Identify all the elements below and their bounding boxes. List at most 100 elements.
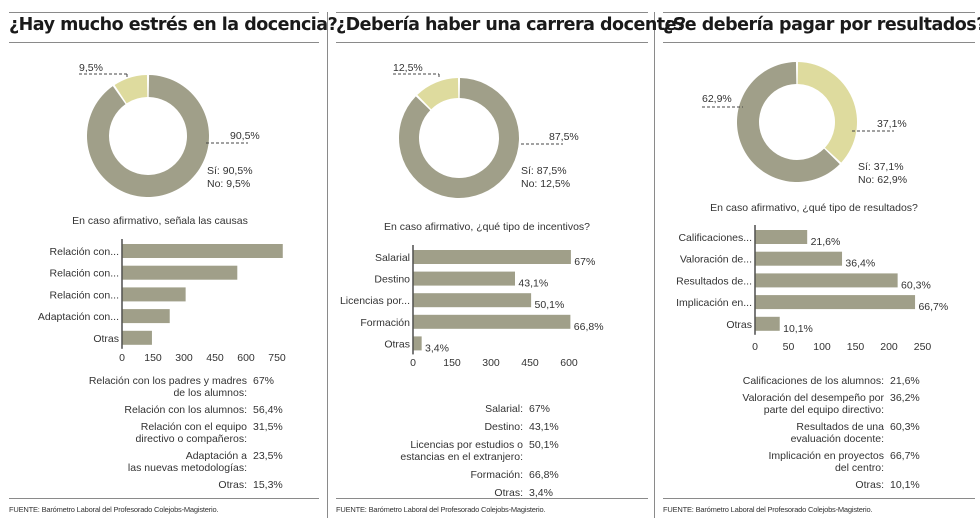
- bar-value-label: 21,6%: [811, 236, 841, 248]
- bar-value-label: 36,4%: [845, 258, 875, 270]
- donut-slice-si: [797, 62, 857, 163]
- x-tick-label: 0: [119, 352, 125, 364]
- bar: [413, 336, 422, 351]
- legend-si: Sí: 37,1%: [858, 161, 904, 173]
- bar-category-label: Otras: [93, 333, 119, 345]
- summary-label-line: evaluación docente:: [790, 433, 884, 445]
- bar-category-label: Calificaciones...: [678, 232, 752, 244]
- bar: [755, 273, 898, 288]
- legend-no: No: 62,9%: [858, 174, 907, 186]
- donut-slice-si: [87, 75, 210, 197]
- panel-title: ¿Debería haber una carrera docente?: [336, 15, 686, 35]
- bar-category-label: Relación con...: [50, 289, 119, 301]
- summary-label: Resultados de una evaluación docente:: [644, 421, 884, 445]
- donut-slice-no: [114, 75, 148, 104]
- bar: [755, 251, 843, 266]
- bar-category-label: Relación con...: [50, 268, 119, 280]
- x-tick-label: 750: [268, 352, 286, 364]
- bar-category-label: Otras: [726, 319, 752, 331]
- bar-category-label: Otras: [384, 338, 410, 350]
- summary-value: 36,2%: [890, 392, 920, 404]
- summary-label: Otras:: [283, 487, 523, 499]
- bar-category-label: Destino: [374, 274, 410, 286]
- x-tick-label: 0: [410, 357, 416, 369]
- summary-label: Relación con el equipo directivo o compañ…: [7, 421, 247, 445]
- bar-value-label: 50,1%: [535, 299, 565, 311]
- donut-slice-si: [399, 78, 519, 198]
- summary-value: 50,1%: [529, 439, 559, 451]
- bar-chart-subtitle: En caso afirmativo, ¿qué tipo de resulta…: [710, 202, 918, 214]
- panel-title: ¿Hay mucho estrés en la docencia?: [9, 15, 338, 35]
- panel-separator: [654, 12, 655, 518]
- summary-value: 10,1%: [890, 479, 920, 491]
- si-percent-label: 37,1%: [877, 118, 907, 130]
- bar: [755, 295, 916, 310]
- x-tick-label: 150: [144, 352, 162, 364]
- source-rule: [336, 498, 648, 499]
- summary-label: Implicación en proyectos del centro:: [644, 450, 884, 474]
- bar-value-label: 66,7%: [918, 301, 948, 313]
- bar: [122, 265, 238, 280]
- summary-label-line: del centro:: [834, 462, 884, 474]
- summary-value: 43,1%: [529, 421, 559, 433]
- source-rule: [9, 498, 319, 499]
- summary-label-line: Relación con los padres y madres: [88, 375, 247, 387]
- source-note: FUENTE: Barómetro Laboral del Profesorad…: [336, 505, 546, 514]
- bar: [413, 250, 571, 264]
- panel-chart: 87,5% 12,5% Sí: 87,5%No: 12,5% En caso afir…: [340, 62, 604, 369]
- bar: [755, 230, 808, 244]
- summary-label-line: Relación con el equipo: [140, 421, 247, 433]
- bar-category-label: Implicación en...: [676, 297, 752, 309]
- summary-label: Otras:: [644, 479, 884, 491]
- summary-value: 67%: [529, 403, 551, 415]
- bar: [413, 271, 515, 286]
- si-percent-label: 87,5%: [549, 131, 579, 143]
- bar: [122, 309, 170, 324]
- summary-label: Calificaciones de los alumnos:: [644, 375, 884, 387]
- x-tick-label: 450: [206, 352, 224, 364]
- x-tick-label: 150: [847, 341, 865, 353]
- panel-separator: [327, 12, 328, 518]
- summary-label-line: Resultados de una: [796, 421, 884, 433]
- summary-label-line: Adaptación a: [185, 450, 247, 462]
- summary-label: Destino:: [283, 421, 523, 433]
- x-tick-label: 300: [175, 352, 193, 364]
- legend-no: No: 9,5%: [207, 178, 250, 190]
- summary-value: 15,3%: [253, 479, 283, 491]
- summary-label: Relación con los padres y madres de los a…: [7, 375, 247, 399]
- summary-label-line: Calificaciones de los alumnos:: [742, 375, 884, 387]
- bar-category-label: Adaptación con...: [38, 311, 119, 323]
- bar: [122, 287, 186, 302]
- bar: [413, 314, 571, 329]
- bar-category-label: Resultados de...: [676, 275, 752, 287]
- x-tick-label: 150: [443, 357, 461, 369]
- summary-label: Salarial:: [283, 403, 523, 415]
- summary-label-line: Licencias por estudios o: [410, 439, 523, 451]
- summary-label: Adaptación a las nuevas metodologías:: [7, 450, 247, 474]
- x-tick-label: 250: [914, 341, 932, 353]
- no-percent-label: 62,9%: [702, 93, 732, 105]
- x-tick-label: 0: [752, 341, 758, 353]
- title-bottom-rule: [336, 42, 648, 43]
- x-tick-label: 50: [783, 341, 795, 353]
- panel-chart: 90,5% 9,5% Sí: 90,5%No: 9,5% En caso afirma…: [38, 62, 286, 364]
- no-percent-label: 12,5%: [393, 62, 423, 74]
- summary-label-line: Destino:: [484, 421, 523, 433]
- summary-label-line: Implicación en proyectos: [768, 450, 884, 462]
- summary-value: 31,5%: [253, 421, 283, 433]
- title-top-rule: [9, 12, 319, 13]
- summary-label: Otras:: [7, 479, 247, 491]
- summary-label-line: directivo o compañeros:: [135, 433, 247, 445]
- legend-si: Sí: 87,5%: [521, 165, 567, 177]
- bar-category-label: Valoración de...: [680, 254, 752, 266]
- bar-chart-subtitle: En caso afirmativo, ¿qué tipo de incenti…: [384, 221, 590, 233]
- summary-label-line: Otras:: [218, 479, 247, 491]
- bar: [122, 244, 283, 258]
- title-top-rule: [336, 12, 648, 13]
- bar-category-label: Salarial: [375, 252, 410, 264]
- summary-label-line: Relación con los alumnos:: [124, 404, 247, 416]
- source-rule: [663, 498, 975, 499]
- summary-label-line: las nuevas metodologías:: [127, 462, 247, 474]
- bar-value-label: 66,8%: [574, 321, 604, 333]
- legend-no: No: 12,5%: [521, 178, 570, 190]
